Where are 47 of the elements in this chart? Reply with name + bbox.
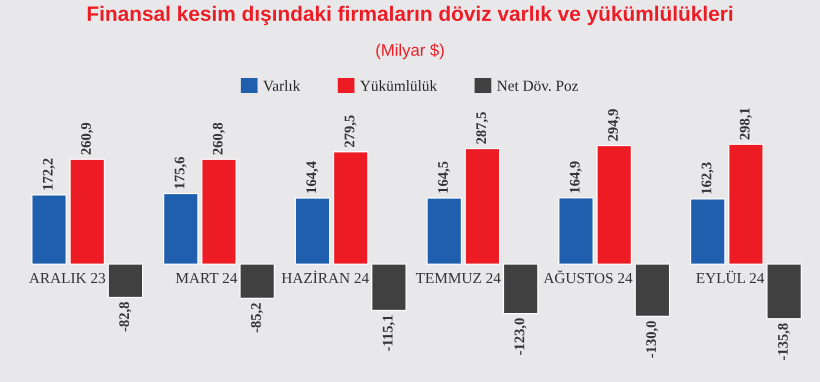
data-label: 298,1 bbox=[740, 108, 752, 140]
legend-label: Yükümlülük bbox=[360, 80, 438, 91]
data-label: -85,2 bbox=[250, 303, 263, 332]
bar bbox=[163, 192, 198, 265]
data-label: 279,5 bbox=[344, 115, 356, 148]
bar bbox=[766, 264, 802, 320]
bar bbox=[690, 198, 726, 265]
data-label: 172,2 bbox=[42, 158, 55, 190]
data-label: -123,0 bbox=[514, 318, 526, 355]
bar bbox=[108, 264, 144, 298]
data-label: 260,9 bbox=[81, 122, 94, 154]
chart-subtitle: (Milyar $) bbox=[376, 43, 444, 60]
bar bbox=[201, 158, 237, 265]
data-label: 287,5 bbox=[476, 112, 488, 144]
data-label: 164,9 bbox=[570, 161, 582, 193]
bar bbox=[464, 148, 500, 265]
bar bbox=[31, 194, 67, 265]
data-label: 162,3 bbox=[702, 162, 714, 194]
data-label: -135,8 bbox=[778, 323, 790, 360]
data-label: 294,9 bbox=[608, 109, 620, 141]
data-label: 164,5 bbox=[438, 162, 450, 193]
chart-title: Finansal kesim dışındaki firmaların döviz varlık ve yükümlülükleri bbox=[88, 6, 732, 26]
x-tick-label: AĞUSTOS 24 bbox=[544, 270, 632, 284]
x-tick-label: ARALIK 23 bbox=[29, 272, 106, 284]
x-tick-label: EYLÜL 24 bbox=[696, 270, 764, 284]
legend-label: Varlık bbox=[263, 80, 300, 91]
bar bbox=[294, 198, 330, 265]
legend-label: Net Döv. Poz bbox=[497, 80, 578, 91]
data-label: 175,6 bbox=[174, 157, 187, 188]
bar bbox=[596, 145, 632, 265]
bar bbox=[502, 264, 538, 314]
bar bbox=[558, 197, 594, 265]
data-label: 260,8 bbox=[212, 122, 225, 155]
bar bbox=[371, 264, 407, 311]
bar bbox=[70, 158, 105, 265]
x-tick-label: TEMMUZ 24 bbox=[416, 272, 501, 284]
bar bbox=[426, 197, 462, 265]
data-label: -82,8 bbox=[119, 302, 132, 332]
bar bbox=[240, 264, 275, 299]
bar bbox=[333, 151, 368, 265]
data-label: -115,1 bbox=[382, 315, 395, 351]
bar bbox=[634, 264, 670, 317]
data-label: -130,0 bbox=[646, 321, 658, 358]
x-tick-label: HAZİRAN 24 bbox=[282, 270, 369, 284]
bar bbox=[728, 144, 764, 265]
data-label: 164,4 bbox=[306, 161, 318, 193]
x-tick-label: MART 24 bbox=[176, 272, 238, 284]
